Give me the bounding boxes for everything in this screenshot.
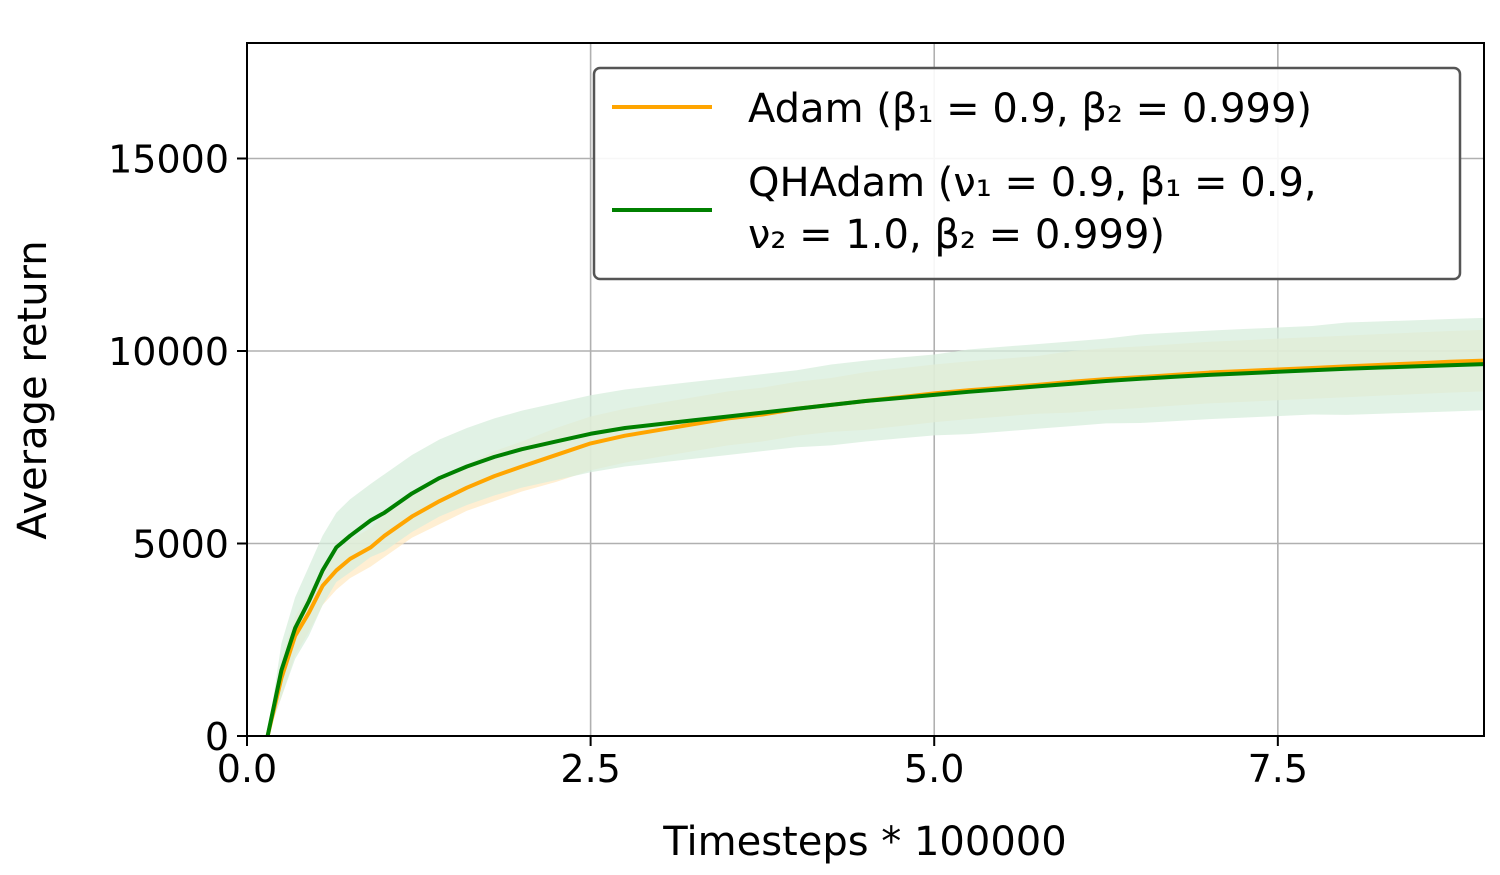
x-tick-label: 5.0 bbox=[904, 747, 964, 791]
x-tick-label: 0.0 bbox=[217, 747, 277, 791]
y-axis-label: Average return bbox=[10, 240, 56, 539]
legend-label-qhadam: QHAdam (ν₁ = 0.9, β₁ = 0.9, ν₂ = 1.0, β₂ … bbox=[748, 160, 1317, 258]
y-tick-label: 0 bbox=[205, 715, 229, 759]
legend: Adam (β₁ = 0.9, β₂ = 0.999) QHAdam (ν₁ =… bbox=[592, 66, 1462, 281]
error-bands bbox=[267, 317, 1484, 736]
legend-label-adam: Adam (β₁ = 0.9, β₂ = 0.999) bbox=[748, 86, 1312, 132]
x-tick-label: 2.5 bbox=[560, 747, 620, 791]
plot-frame bbox=[246, 42, 1485, 737]
y-axis-ticks: 0 5000 10000 15000 bbox=[108, 138, 247, 759]
series-line-qhadam bbox=[265, 362, 1485, 737]
x-tick-label: 7.5 bbox=[1248, 747, 1308, 791]
x-axis-ticks: 0.0 2.5 5.0 7.5 bbox=[217, 736, 1308, 791]
error-band-qhadam bbox=[267, 317, 1484, 736]
series-lines bbox=[265, 358, 1485, 737]
y-tick-label: 15000 bbox=[108, 138, 229, 182]
y-tick-label: 10000 bbox=[108, 330, 229, 374]
x-axis-label: Timesteps * 100000 bbox=[662, 819, 1066, 865]
legend-box bbox=[592, 66, 1462, 281]
y-tick-label: 5000 bbox=[132, 523, 229, 567]
